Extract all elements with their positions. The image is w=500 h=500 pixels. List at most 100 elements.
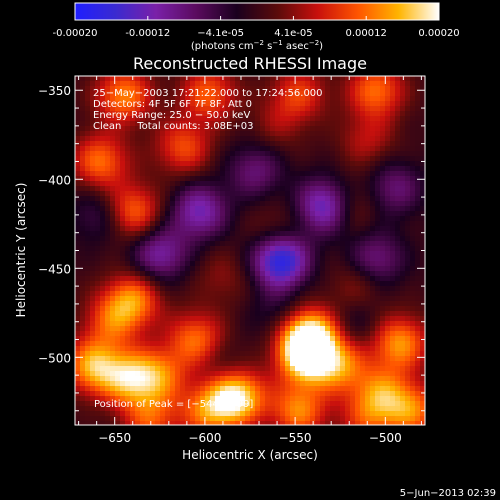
heatmap-cell [325, 111, 331, 117]
heatmap-cell [210, 231, 216, 237]
heatmap-cell [210, 246, 216, 252]
heatmap-cell [275, 116, 281, 122]
heatmap-cell [235, 236, 241, 242]
heatmap-cell [410, 346, 416, 352]
heatmap-cell [175, 316, 181, 322]
heatmap-cell [105, 81, 111, 87]
heatmap-cell [380, 96, 386, 102]
heatmap-cell [205, 161, 211, 167]
heatmap-cell [135, 96, 141, 102]
heatmap-cell [235, 146, 241, 152]
heatmap-cell [365, 141, 371, 147]
heatmap-cell [295, 241, 301, 247]
heatmap-cell [220, 141, 226, 147]
heatmap-cell [330, 156, 336, 162]
heatmap-cell [390, 256, 396, 262]
heatmap-cell [335, 136, 341, 142]
heatmap-cell [280, 301, 286, 307]
heatmap-cell [160, 341, 166, 347]
heatmap-cell [95, 346, 101, 352]
heatmap-cell [360, 326, 366, 332]
heatmap-cell [230, 356, 236, 362]
heatmap-cell [160, 266, 166, 272]
heatmap-cell [300, 151, 306, 157]
heatmap-cell [225, 116, 231, 122]
heatmap-cell [410, 386, 416, 392]
heatmap-cell [355, 96, 361, 102]
heatmap-cell [315, 151, 321, 157]
heatmap-cell [85, 376, 91, 382]
heatmap-cell [130, 276, 136, 282]
heatmap-cell [155, 271, 161, 277]
heatmap-cell [160, 186, 166, 192]
heatmap-cell [105, 296, 111, 302]
heatmap-cell [85, 316, 91, 322]
heatmap-cell [95, 356, 101, 362]
heatmap-cell [200, 156, 206, 162]
heatmap-cell [420, 126, 425, 132]
heatmap-cell [420, 281, 425, 287]
heatmap-cell [185, 271, 191, 277]
heatmap-cell [95, 406, 101, 412]
heatmap-cell [105, 101, 111, 107]
heatmap-cell [195, 331, 201, 337]
heatmap-cell [75, 351, 81, 357]
heatmap-cell [300, 116, 306, 122]
heatmap-cell [135, 131, 141, 137]
heatmap-cell [140, 91, 146, 97]
heatmap-cell [385, 131, 391, 137]
heatmap-cell [240, 231, 246, 237]
heatmap-cell [165, 201, 171, 207]
heatmap-cell [85, 146, 91, 152]
heatmap-cell [95, 226, 101, 232]
heatmap-cell [340, 341, 346, 347]
heatmap-cell [380, 131, 386, 137]
heatmap-cell [360, 206, 366, 212]
heatmap-cell [185, 76, 191, 82]
heatmap-cell [205, 291, 211, 297]
heatmap-cell [250, 116, 256, 122]
heatmap-cell [275, 216, 281, 222]
heatmap-cell [410, 76, 416, 82]
heatmap-cell [165, 341, 171, 347]
heatmap-cell [270, 176, 276, 182]
heatmap-cell [140, 231, 146, 237]
heatmap-cell [160, 236, 166, 242]
heatmap-cell [90, 181, 96, 187]
heatmap-cell [90, 356, 96, 362]
heatmap-cell [135, 361, 141, 367]
heatmap-cell [225, 356, 231, 362]
heatmap-cell [150, 226, 156, 232]
heatmap-cell [370, 356, 376, 362]
heatmap-cell [235, 101, 241, 107]
heatmap-cell [390, 406, 396, 412]
heatmap-cell [90, 241, 96, 247]
heatmap-cell [370, 291, 376, 297]
heatmap-cell [295, 401, 301, 407]
heatmap-cell [95, 421, 101, 425]
heatmap-cell [145, 91, 151, 97]
heatmap-cell [240, 111, 246, 117]
heatmap-cell [305, 241, 311, 247]
heatmap-cell [315, 306, 321, 312]
heatmap-cell [110, 316, 116, 322]
heatmap-cell [320, 251, 326, 257]
heatmap-cell [80, 291, 86, 297]
heatmap-cell [380, 336, 386, 342]
heatmap-cell [375, 121, 381, 127]
heatmap-cell [315, 161, 321, 167]
heatmap-cell [410, 106, 416, 112]
heatmap-cell [135, 81, 141, 87]
heatmap-cell [395, 396, 401, 402]
heatmap-cell [225, 131, 231, 137]
heatmap-cell [295, 226, 301, 232]
heatmap-cell [355, 221, 361, 227]
heatmap-cell [405, 146, 411, 152]
heatmap-cell [290, 111, 296, 117]
heatmap-cell [140, 196, 146, 202]
heatmap-cell [355, 91, 361, 97]
heatmap-cell [405, 361, 411, 367]
heatmap-cell [330, 81, 336, 87]
heatmap-cell [375, 116, 381, 122]
heatmap-cell [215, 131, 221, 137]
